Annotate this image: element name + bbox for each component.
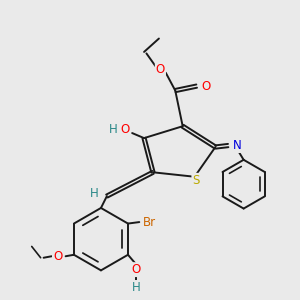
Text: S: S bbox=[192, 174, 200, 187]
Text: H: H bbox=[109, 123, 118, 136]
Text: N: N bbox=[233, 139, 242, 152]
Text: O: O bbox=[121, 123, 130, 136]
Text: H: H bbox=[90, 187, 99, 200]
Text: Br: Br bbox=[143, 216, 156, 229]
Text: O: O bbox=[156, 63, 165, 76]
Text: O: O bbox=[53, 250, 62, 263]
Text: O: O bbox=[201, 80, 210, 93]
Text: H: H bbox=[132, 281, 141, 294]
Text: O: O bbox=[132, 263, 141, 276]
